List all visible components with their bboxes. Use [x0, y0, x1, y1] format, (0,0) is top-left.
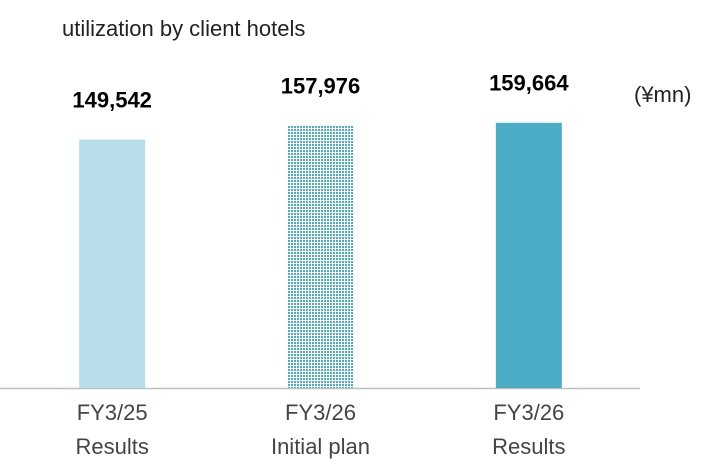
x-tick-label: FY3/26 [285, 400, 356, 425]
unit-label: (¥mn) [634, 82, 691, 107]
value-label: 157,976 [281, 73, 361, 98]
value-label: 159,664 [489, 71, 569, 96]
x-tick-label: Results [75, 434, 148, 459]
x-tick-label: Initial plan [271, 434, 370, 459]
chart-title: utilization by client hotels [62, 16, 305, 41]
x-tick-label: FY3/26 [493, 400, 564, 425]
bar [287, 125, 354, 388]
bar [495, 122, 562, 388]
x-tick-label: Results [492, 434, 565, 459]
x-tick-label: FY3/25 [77, 400, 148, 425]
value-label: 149,542 [72, 87, 152, 112]
bar [79, 139, 146, 388]
